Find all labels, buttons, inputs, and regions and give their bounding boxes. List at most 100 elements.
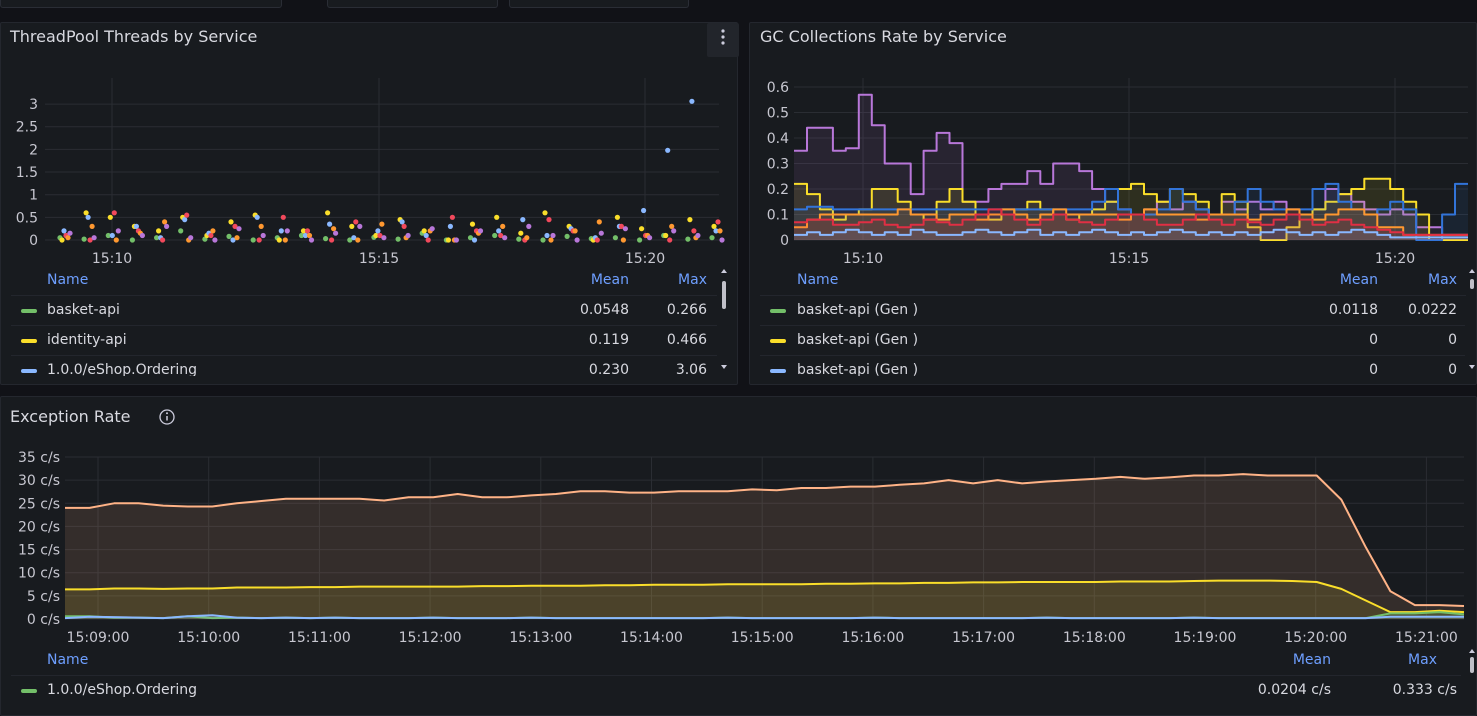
scatter-point <box>109 232 115 239</box>
gc-chart[interactable]: 0.6 0.5 0.4 0.3 0.2 0.1 0 15:10 15:15 15:20 <box>750 73 1477 273</box>
legend-row[interactable]: basket-api 0.0548 0.266 <box>1 296 721 326</box>
scatter-point <box>671 228 677 234</box>
y-tick-label: 5 c/s <box>27 589 60 605</box>
legend-header-mean[interactable]: Mean <box>1339 272 1378 288</box>
legend-row[interactable]: basket-api (Gen ) 0 0 <box>750 326 1465 356</box>
y-tick-label: 15 c/s <box>18 543 60 559</box>
scatter-point <box>421 228 427 234</box>
scatter-point <box>516 236 522 242</box>
scatter-point <box>308 237 315 243</box>
scatter-point <box>178 228 184 234</box>
legend-row[interactable]: identity-api 0.119 0.466 <box>1 326 721 356</box>
x-tick-label: 15:12:00 <box>399 630 462 646</box>
scatter-point <box>67 230 73 236</box>
scatter-point <box>377 232 383 239</box>
y-tick-label: 0 <box>780 233 789 249</box>
scatter-point <box>256 237 262 243</box>
scatter-point <box>467 235 474 241</box>
legend-header-max[interactable]: Max <box>678 272 707 288</box>
toolbar-control[interactable] <box>509 0 689 8</box>
x-tick-label: 15:15 <box>359 251 399 267</box>
scatter-point <box>373 232 379 239</box>
scatter-point <box>184 212 190 218</box>
scatter-point <box>496 228 502 234</box>
scatter-point <box>59 237 65 243</box>
legend-header-max[interactable]: Max <box>1428 272 1457 288</box>
scatter-point <box>502 235 508 241</box>
legend-max-value: 0 <box>1448 332 1457 348</box>
scatter-point <box>709 235 715 241</box>
scatter-point <box>282 237 288 243</box>
legend-list: 1.0.0/eShop.Ordering 0.0204 c/s 0.333 c/s <box>1 676 1466 706</box>
scatter-point <box>665 147 671 153</box>
x-tick-label: 15:20 <box>1375 251 1415 267</box>
scatter-point <box>695 232 701 239</box>
legend-scrollbar[interactable] <box>719 267 729 381</box>
scatter-point <box>669 223 675 229</box>
legend-scrollbar[interactable] <box>1467 267 1477 381</box>
y-tick-label: 35 c/s <box>18 450 60 466</box>
legend-header-mean[interactable]: Mean <box>590 272 629 288</box>
scatter-point <box>618 223 625 229</box>
panel-menu-button[interactable] <box>707 23 739 57</box>
legend-row[interactable]: basket-api (Gen ) 0 0 <box>750 356 1465 376</box>
toolbar-control[interactable] <box>0 0 282 8</box>
y-tick-label: 0.3 <box>767 157 789 173</box>
legend-row[interactable]: 1.0.0/eShop.Ordering 0.230 3.06 <box>1 356 721 376</box>
legend-row[interactable]: 1.0.0/eShop.Ordering 0.0204 c/s 0.333 c/s <box>1 676 1466 706</box>
scroll-arrows-icon <box>721 269 727 369</box>
scatter-point <box>663 232 669 239</box>
scatter-point <box>156 228 162 234</box>
legend-series-name: basket-api (Gen ) <box>797 332 919 348</box>
scatter-point <box>300 228 307 234</box>
legend-header-mean[interactable]: Mean <box>1292 652 1331 668</box>
scatter-point <box>423 232 429 239</box>
y-tick-label: 0.5 <box>16 210 38 226</box>
legend-scrollbar[interactable] <box>1467 647 1477 711</box>
legend-mean-value: 0 <box>1369 332 1378 348</box>
series-line <box>794 208 1468 236</box>
scatter-point <box>425 237 431 243</box>
legend-header-name[interactable]: Name <box>47 652 89 668</box>
legend-divider <box>760 295 1466 296</box>
panel-title: GC Collections Rate by Service <box>760 27 1007 46</box>
scatter-point <box>401 223 407 229</box>
scatter-point <box>471 237 478 243</box>
legend-max-value: 0 <box>1448 362 1457 376</box>
scatter-point <box>89 223 95 229</box>
x-tick-label: 15:19:00 <box>1174 630 1237 646</box>
scatter-point <box>594 237 600 243</box>
threadpool-chart[interactable]: 3 2.5 2 1.5 1 0.5 0 15:10 15:15 15:20 <box>1 73 739 273</box>
y-tick-label: 1.5 <box>16 165 38 181</box>
exception-chart[interactable]: 35 c/s 30 c/s 25 c/s 20 c/s 15 c/s 10 c/s 5 c/… <box>1 447 1477 657</box>
scatter-point <box>357 223 363 229</box>
legend-divider <box>11 295 717 296</box>
scatter-point <box>333 230 339 236</box>
legend-divider <box>11 325 717 326</box>
scatter-point <box>445 237 451 243</box>
info-icon[interactable] <box>158 408 176 426</box>
legend-divider <box>11 355 717 356</box>
y-tick-label: 10 c/s <box>18 566 60 582</box>
x-tick-label: 15:18:00 <box>1063 630 1126 646</box>
scatter-point <box>306 232 313 239</box>
series-area <box>65 474 1464 619</box>
y-tick-label: 2 <box>29 142 38 158</box>
scatter-point <box>685 236 691 242</box>
legend-row[interactable]: basket-api (Gen ) 0.0118 0.0222 <box>750 296 1465 326</box>
legend-header-name[interactable]: Name <box>47 272 89 288</box>
toolbar-control[interactable] <box>327 0 498 8</box>
x-tick-label: 15:15:00 <box>731 630 794 646</box>
scatter-point <box>327 221 333 227</box>
scatter-point <box>188 235 194 241</box>
scatter-point <box>492 232 498 239</box>
scatter-point <box>105 232 111 239</box>
scatter-point <box>164 223 170 229</box>
scatter-point <box>353 219 359 225</box>
legend-header-name[interactable]: Name <box>797 272 839 288</box>
scatter-point <box>331 226 337 232</box>
legend-header-max[interactable]: Max <box>1408 652 1437 668</box>
legend-series-name: 1.0.0/eShop.Ordering <box>47 362 198 376</box>
series-line <box>65 473 1465 607</box>
scatter-point <box>689 98 695 104</box>
